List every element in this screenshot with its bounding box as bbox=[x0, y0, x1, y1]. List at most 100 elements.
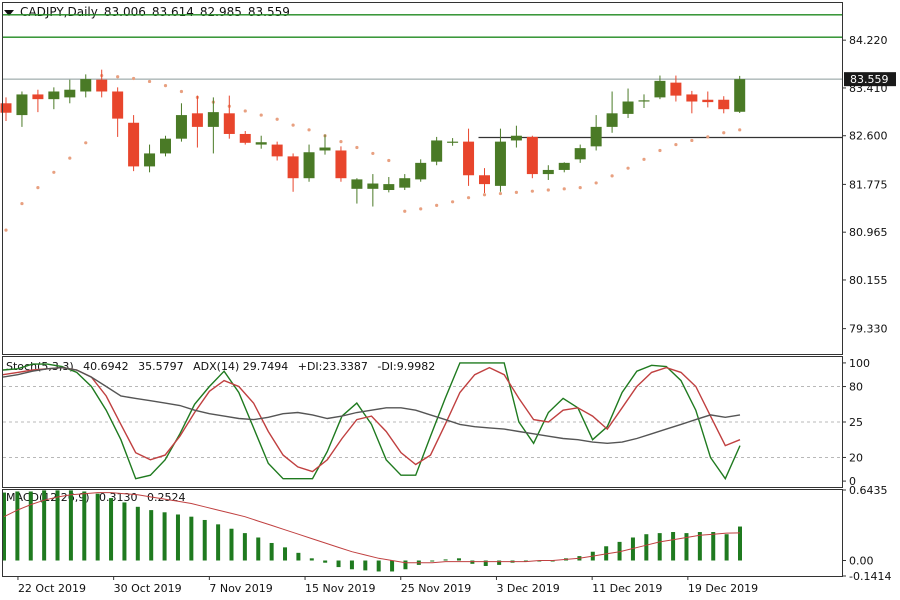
macd-histogram-bar bbox=[216, 524, 221, 561]
time-tick-label: 22 Oct 2019 bbox=[18, 582, 86, 595]
macd-histogram-bar bbox=[283, 547, 288, 561]
psar-dot bbox=[132, 76, 136, 81]
psar-dot bbox=[498, 191, 503, 196]
time-tick-label: 11 Dec 2019 bbox=[592, 582, 662, 595]
candle-body bbox=[48, 91, 60, 100]
candle-body bbox=[558, 162, 570, 170]
macd-histogram-bar bbox=[483, 560, 488, 566]
psar-dot bbox=[355, 145, 359, 150]
psar-dot bbox=[163, 83, 168, 88]
stoch-tick-label: 100 bbox=[849, 357, 870, 370]
candle-body bbox=[319, 147, 331, 151]
psar-dot bbox=[116, 75, 120, 79]
macd-tick-label: 0.00 bbox=[849, 555, 874, 568]
psar-dot bbox=[546, 188, 550, 192]
macd-histogram-bar bbox=[256, 537, 261, 561]
macd-histogram-bar bbox=[523, 560, 528, 562]
close-value: 83.559 bbox=[247, 5, 290, 19]
stoch-tick-label: 0 bbox=[849, 475, 856, 488]
candle-body bbox=[463, 141, 475, 176]
stoch-name: Stoch(5,3,3) bbox=[6, 360, 74, 373]
macd-histogram-bar bbox=[724, 534, 729, 561]
time-tick-label: 3 Dec 2019 bbox=[496, 582, 559, 595]
macd-signal-line bbox=[3, 492, 741, 564]
candle-body bbox=[144, 153, 156, 167]
psar-dot bbox=[514, 190, 519, 194]
macd-histogram-bar bbox=[617, 541, 622, 561]
price-tick-label: 79.330 bbox=[849, 323, 888, 336]
psar-dot bbox=[387, 158, 391, 163]
macd-histogram-bar bbox=[604, 546, 609, 561]
psar-dot bbox=[435, 203, 439, 207]
psar-dot bbox=[722, 131, 726, 135]
psar-dot bbox=[291, 123, 295, 127]
macd-histogram-bar bbox=[657, 533, 662, 561]
macd-tick-label: -0.1414 bbox=[849, 570, 891, 583]
psar-dot bbox=[147, 79, 152, 84]
macd-histogram-bar bbox=[229, 528, 234, 561]
psar-dot bbox=[626, 166, 630, 170]
candle-body bbox=[479, 175, 490, 185]
psar-dot bbox=[179, 89, 184, 94]
symbol-label: CADJPY,Daily bbox=[20, 5, 98, 19]
candle-body bbox=[128, 122, 140, 167]
dropdown-triangle-icon[interactable] bbox=[4, 9, 14, 16]
price-tick-label: 82.600 bbox=[849, 130, 888, 143]
candle-body bbox=[574, 148, 586, 160]
psar-dot bbox=[562, 187, 566, 191]
minus-di-value: -DI:9.9982 bbox=[377, 360, 436, 373]
open-value: 83.006 bbox=[103, 5, 146, 19]
price-panel: 83.559 84.220 83.410 82.600 81.775 80.965 80.1… bbox=[0, 14, 896, 336]
macd-histogram-bar bbox=[671, 532, 676, 561]
candle-body bbox=[590, 126, 602, 147]
time-tick-label: 7 Nov 2019 bbox=[209, 582, 272, 595]
macd-histogram-bar bbox=[470, 560, 475, 564]
candle-body bbox=[734, 79, 746, 112]
psar-dot bbox=[451, 200, 455, 204]
psar-dot bbox=[20, 201, 24, 206]
macd-histogram-bar bbox=[644, 534, 649, 561]
macd-histogram-bar bbox=[202, 519, 207, 561]
macd-histogram-bar bbox=[28, 491, 33, 561]
macd-histogram-bar bbox=[309, 558, 314, 561]
candle-body bbox=[494, 141, 506, 186]
candle-body bbox=[718, 99, 730, 110]
psar-dot bbox=[642, 157, 646, 161]
psar-dot bbox=[259, 113, 263, 117]
time-tick-label: 19 Dec 2019 bbox=[688, 582, 758, 595]
candle-body bbox=[239, 133, 251, 143]
candle-body bbox=[351, 179, 363, 189]
psar-dot bbox=[403, 209, 407, 213]
psar-dot bbox=[658, 148, 662, 153]
macd-histogram-bar bbox=[376, 560, 381, 572]
candle-body bbox=[399, 178, 411, 188]
stoch_signal-line bbox=[2, 366, 741, 473]
adx-line bbox=[2, 366, 741, 445]
macd-histogram-bar bbox=[684, 533, 689, 561]
candle-body bbox=[80, 79, 92, 92]
candle-body bbox=[96, 79, 108, 92]
candle-body bbox=[160, 138, 171, 154]
low-value: 82.985 bbox=[199, 5, 242, 19]
candle-body bbox=[64, 89, 76, 98]
macd-tick-label: 0.6435 bbox=[849, 484, 888, 497]
psar-dot bbox=[4, 228, 8, 232]
stoch-tick-label: 20 bbox=[849, 451, 863, 464]
macd-histogram-bar bbox=[738, 526, 742, 561]
candle-body bbox=[367, 183, 379, 189]
psar-dot bbox=[738, 128, 742, 132]
plus-di-value: +DI:23.3387 bbox=[297, 360, 368, 373]
time-tick-label: 30 Oct 2019 bbox=[114, 582, 182, 595]
candle-body bbox=[255, 142, 267, 145]
macd-histogram-bar bbox=[497, 560, 502, 565]
macd-histogram-bar bbox=[456, 558, 461, 561]
stoch-signal-value: 35.5797 bbox=[138, 360, 184, 373]
candle-body bbox=[0, 103, 12, 113]
psar-dot bbox=[674, 142, 678, 147]
panel-frame bbox=[2, 2, 843, 355]
stoch-tick-label: 80 bbox=[849, 381, 863, 394]
candle-body bbox=[510, 135, 522, 141]
macd-histogram-bar bbox=[2, 492, 6, 561]
